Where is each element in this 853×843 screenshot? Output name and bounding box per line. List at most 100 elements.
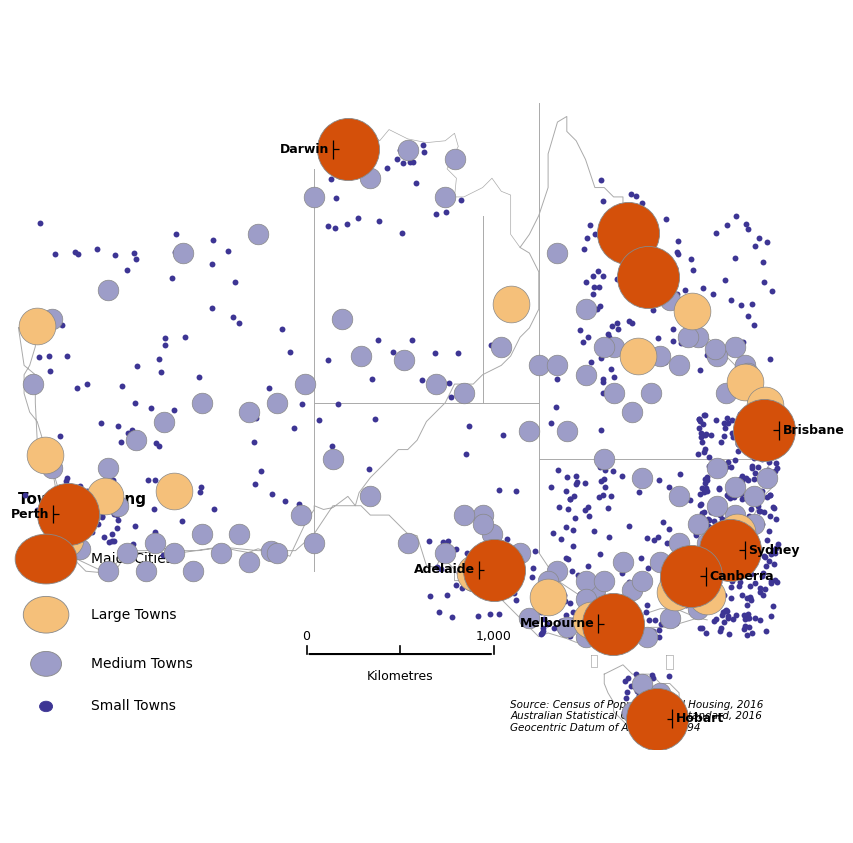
Point [723,591,737,604]
Point [763,609,776,623]
Point [720,416,734,430]
Point [762,554,775,567]
Point [710,466,723,480]
Point [580,232,594,245]
Point [711,481,724,495]
Point [671,490,685,503]
Point [176,514,189,528]
Point [758,559,772,572]
Point [737,427,751,441]
Point [594,352,607,365]
Point [631,689,645,702]
Point [364,144,378,158]
Point [699,474,713,487]
Point [689,307,703,320]
Point [522,611,536,625]
Point [49,247,62,260]
Point [670,245,683,259]
Point [26,378,40,391]
Point [475,518,489,531]
Point [451,346,465,359]
Point [549,373,563,386]
Point [640,630,653,643]
Point [762,524,775,538]
Point [639,531,653,545]
Point [61,504,75,518]
Point [562,623,576,636]
Point [578,574,592,588]
Point [757,474,771,487]
Point [630,229,644,243]
Point [742,439,756,453]
Point [623,679,636,692]
Point [693,487,706,501]
Point [594,173,607,186]
Point [587,620,601,633]
Point [744,459,757,472]
Point [471,609,485,623]
Point [734,486,747,500]
Point [167,484,181,497]
Point [740,366,754,379]
Point [557,588,571,602]
Point [660,705,674,718]
Point [671,595,685,609]
Point [757,550,770,563]
Point [630,349,644,362]
Point [717,462,730,475]
Point [685,518,699,531]
Point [743,502,757,516]
Point [560,424,573,438]
Point [767,502,780,515]
Point [705,588,718,602]
Point [619,620,633,633]
Point [67,482,80,496]
Point [746,490,760,503]
Point [321,132,334,145]
Point [764,433,778,447]
Point [728,508,741,522]
Point [768,573,781,587]
Point [602,330,616,344]
Point [73,488,86,502]
Point [716,416,729,430]
Point [756,275,769,288]
Point [543,416,557,430]
Point [715,513,728,526]
Point [744,461,757,475]
Point [592,490,606,503]
Point [623,235,636,249]
Point [120,263,134,277]
Point [326,452,339,465]
Point [661,522,675,535]
Point [105,528,119,541]
Point [560,470,573,484]
Point [396,157,409,170]
Point [321,353,334,367]
Point [696,558,710,572]
Point [54,514,67,528]
Point [178,330,192,344]
Point [57,499,71,513]
Point [91,517,105,530]
Point [765,599,779,613]
Point [755,429,769,443]
Point [758,625,772,638]
Point [561,552,575,566]
Point [634,708,647,722]
Point [751,232,765,245]
Point [578,368,592,381]
Point [90,242,103,255]
Point [769,537,783,550]
Point [755,448,769,461]
Point [153,352,166,366]
Point [60,525,73,539]
Point [703,350,717,363]
Point [762,509,775,523]
Point [595,591,608,604]
Text: Source: Census of Population and Housing, 2016
Australian Statistical Geography : Source: Census of Population and Housing… [509,700,763,733]
Point [738,620,751,633]
Point [577,503,591,517]
Point [729,525,743,539]
Point [97,491,111,504]
